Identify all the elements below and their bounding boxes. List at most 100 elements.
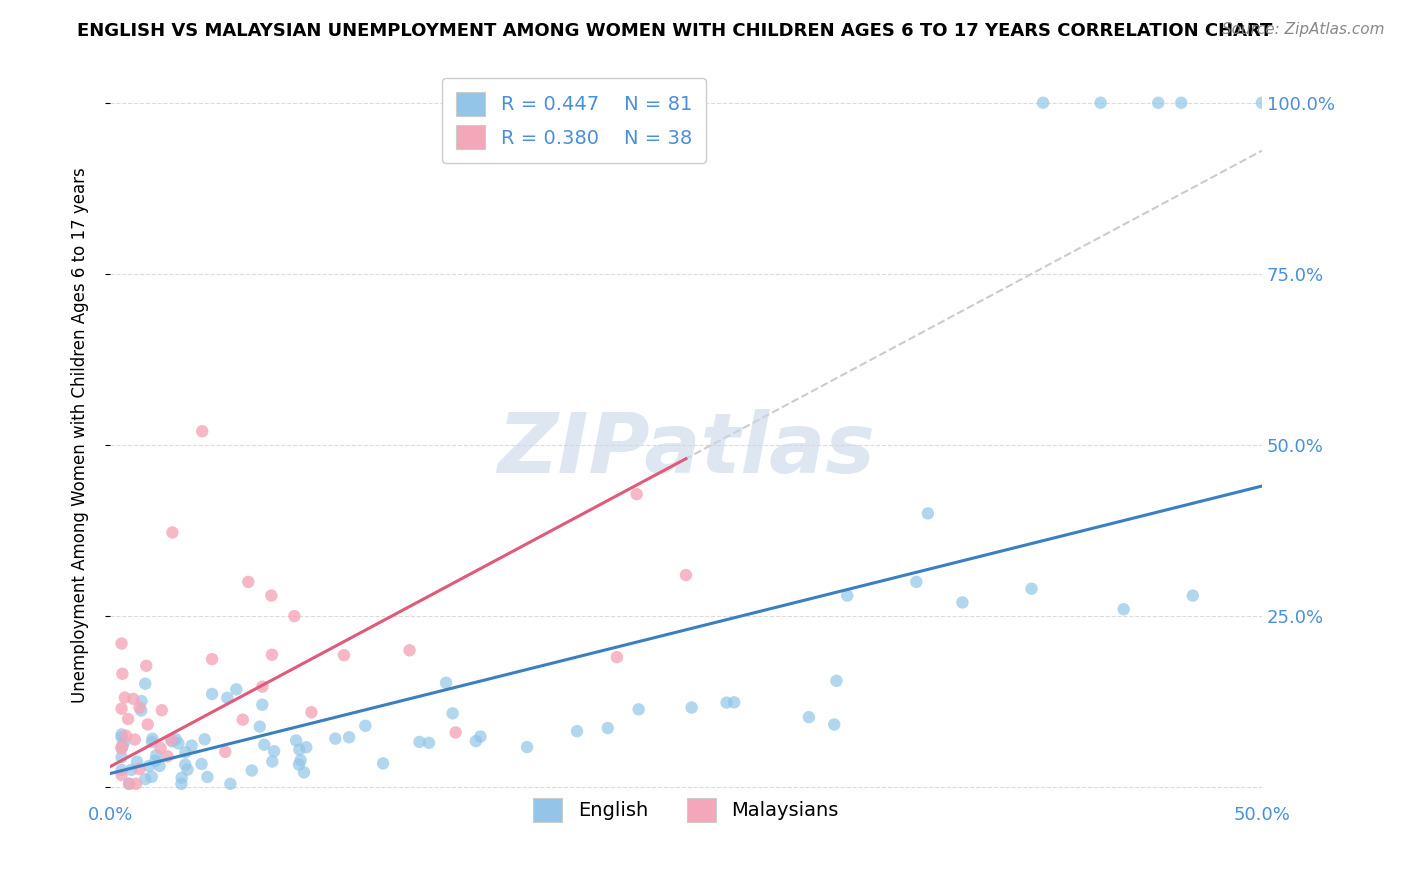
Point xyxy=(111,666,134,681)
Point xyxy=(333,648,356,662)
Point xyxy=(131,694,153,708)
Point xyxy=(823,717,845,731)
Point xyxy=(165,732,187,747)
Point xyxy=(120,763,142,777)
Point xyxy=(118,777,141,791)
Point xyxy=(290,753,312,767)
Point xyxy=(180,739,202,753)
Point xyxy=(141,735,163,749)
Point xyxy=(128,700,150,714)
Legend: English, Malaysians: English, Malaysians xyxy=(519,784,852,835)
Point xyxy=(170,777,193,791)
Point xyxy=(214,745,236,759)
Point xyxy=(1112,602,1135,616)
Point xyxy=(675,568,697,582)
Point xyxy=(408,735,430,749)
Point xyxy=(124,732,146,747)
Point xyxy=(201,652,224,666)
Point xyxy=(1090,95,1112,110)
Point xyxy=(128,762,150,776)
Point xyxy=(371,756,394,771)
Point xyxy=(174,757,197,772)
Point xyxy=(129,703,152,717)
Point xyxy=(596,721,619,735)
Point xyxy=(110,750,132,764)
Point xyxy=(110,763,132,777)
Point xyxy=(1032,95,1054,110)
Point xyxy=(232,713,254,727)
Point xyxy=(238,574,260,589)
Point xyxy=(110,741,132,756)
Point xyxy=(174,745,197,759)
Point xyxy=(125,777,148,791)
Point xyxy=(219,777,242,791)
Y-axis label: Unemployment Among Women with Children Ages 6 to 17 years: Unemployment Among Women with Children A… xyxy=(72,167,89,703)
Point xyxy=(1251,95,1274,110)
Point xyxy=(1147,95,1170,110)
Point xyxy=(285,733,308,747)
Point xyxy=(260,589,283,603)
Point xyxy=(253,738,276,752)
Point xyxy=(292,765,315,780)
Point xyxy=(398,643,420,657)
Point xyxy=(225,682,247,697)
Point xyxy=(110,636,132,650)
Point xyxy=(565,724,588,739)
Point xyxy=(170,771,193,785)
Point xyxy=(441,706,464,721)
Point xyxy=(110,701,132,715)
Point xyxy=(323,731,346,746)
Point xyxy=(110,739,132,754)
Point xyxy=(141,731,163,746)
Point xyxy=(201,687,224,701)
Point xyxy=(716,696,738,710)
Point xyxy=(150,703,173,717)
Point xyxy=(299,706,322,720)
Point xyxy=(176,763,198,777)
Point xyxy=(470,730,492,744)
Point xyxy=(444,725,467,739)
Point xyxy=(195,770,218,784)
Point xyxy=(136,717,159,731)
Point xyxy=(141,770,163,784)
Point xyxy=(115,729,138,743)
Point xyxy=(118,777,141,791)
Point xyxy=(111,739,134,754)
Point xyxy=(160,734,183,748)
Point xyxy=(288,757,311,772)
Point xyxy=(262,755,284,769)
Point xyxy=(260,648,283,662)
Point xyxy=(110,768,132,782)
Point xyxy=(249,720,271,734)
Point xyxy=(283,609,305,624)
Point xyxy=(143,754,166,768)
Point xyxy=(825,673,848,688)
Point xyxy=(1170,95,1192,110)
Point xyxy=(114,690,136,705)
Point xyxy=(162,525,184,540)
Point xyxy=(112,735,135,749)
Point xyxy=(295,740,318,755)
Point xyxy=(110,727,132,741)
Point xyxy=(1021,582,1043,596)
Point xyxy=(797,710,820,724)
Point xyxy=(194,732,217,747)
Point xyxy=(681,700,703,714)
Point xyxy=(148,759,170,773)
Point xyxy=(354,719,377,733)
Point xyxy=(434,675,457,690)
Text: Source: ZipAtlas.com: Source: ZipAtlas.com xyxy=(1222,22,1385,37)
Point xyxy=(837,589,859,603)
Point xyxy=(606,650,628,665)
Point xyxy=(191,425,214,439)
Point xyxy=(263,744,285,758)
Point xyxy=(145,748,167,763)
Point xyxy=(464,734,486,748)
Point xyxy=(110,731,132,745)
Point xyxy=(160,732,183,747)
Point xyxy=(723,695,745,709)
Point xyxy=(125,755,148,769)
Point xyxy=(917,507,939,521)
Point xyxy=(134,772,156,786)
Point xyxy=(217,690,239,705)
